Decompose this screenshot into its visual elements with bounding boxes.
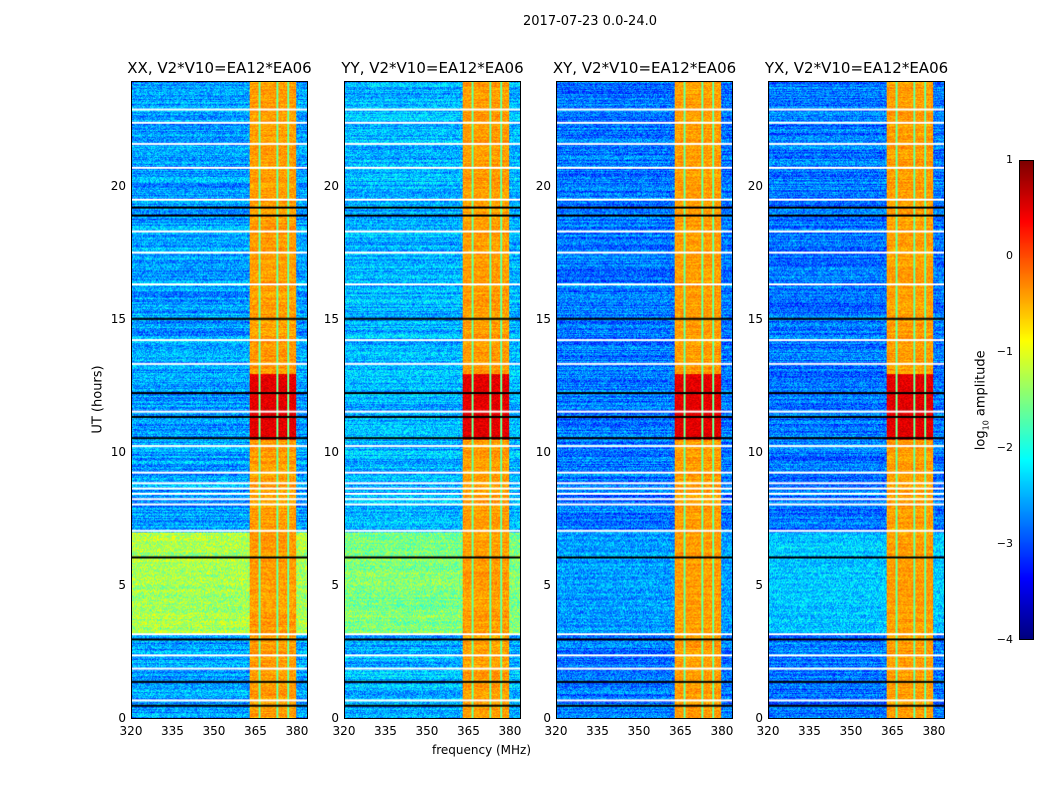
y-tick-label: 5 <box>118 578 126 593</box>
y-tick-label: 5 <box>543 578 551 593</box>
spectrogram-panel-0 <box>131 81 308 719</box>
x-tick-label: 320 <box>756 724 780 738</box>
colorbar-tick-label: −1 <box>996 345 1013 358</box>
x-tick-label: 380 <box>922 724 946 738</box>
spectrogram-heatmap <box>557 82 732 718</box>
figure-title: 2017-07-23 0.0-24.0 <box>523 14 657 29</box>
panel-title: YY, V2*V10=EA12*EA06 <box>341 59 524 77</box>
x-tick-label: 365 <box>669 724 692 738</box>
y-tick-label: 0 <box>118 711 126 725</box>
spectrogram-heatmap <box>769 82 944 718</box>
x-tick-label: 350 <box>415 724 439 738</box>
x-tick-label: 350 <box>839 724 863 738</box>
x-tick-label: 320 <box>544 724 568 738</box>
panel-title: YX, V2*V10=EA12*EA06 <box>764 59 949 77</box>
spectrogram-panel-3 <box>768 81 945 719</box>
y-tick-label: 20 <box>535 179 551 194</box>
x-tick-label: 365 <box>244 724 267 738</box>
y-tick-label: 15 <box>323 312 339 327</box>
x-tick-label: 335 <box>798 724 821 738</box>
x-tick-label: 350 <box>627 724 651 738</box>
x-axis-label: frequency (MHz) <box>432 743 532 757</box>
x-tick-label: 335 <box>374 724 397 738</box>
y-tick-label: 20 <box>747 179 763 194</box>
colorbar-tick-label: −2 <box>996 441 1013 454</box>
x-tick-label: 335 <box>586 724 609 738</box>
spectrogram-heatmap <box>132 82 307 718</box>
x-tick-label: 365 <box>881 724 904 738</box>
y-tick-label: 20 <box>110 179 126 194</box>
x-tick-label: 380 <box>498 724 522 738</box>
spectrogram-heatmap <box>345 82 520 718</box>
panel-title: XX, V2*V10=EA12*EA06 <box>127 59 312 77</box>
y-tick-label: 15 <box>747 312 763 327</box>
x-tick-label: 350 <box>202 724 226 738</box>
y-tick-label: 20 <box>323 179 339 194</box>
y-tick-label: 10 <box>535 445 551 460</box>
y-axis-label: UT (hours) <box>90 365 106 434</box>
x-tick-label: 335 <box>161 724 184 738</box>
x-tick-label: 320 <box>119 724 143 738</box>
colorbar-tick-label: 0 <box>1006 249 1013 262</box>
colorbar <box>1019 160 1034 640</box>
y-tick-label: 5 <box>331 578 339 593</box>
y-tick-label: 5 <box>755 578 763 593</box>
y-tick-label: 10 <box>323 445 339 460</box>
y-tick-label: 10 <box>747 445 763 460</box>
x-tick-label: 365 <box>457 724 480 738</box>
spectrogram-panel-1 <box>344 81 521 719</box>
y-tick-label: 15 <box>110 312 126 327</box>
spectrogram-panel-2 <box>556 81 733 719</box>
y-tick-label: 0 <box>755 711 763 725</box>
panel-title: XY, V2*V10=EA12*EA06 <box>552 59 737 77</box>
x-tick-label: 380 <box>285 724 309 738</box>
colorbar-tick-label: −4 <box>996 633 1013 646</box>
x-tick-label: 380 <box>710 724 734 738</box>
y-tick-label: 0 <box>543 711 551 725</box>
colorbar-tick-label: 1 <box>1006 153 1013 166</box>
colorbar-tick-label: −3 <box>996 537 1013 550</box>
y-tick-label: 0 <box>331 711 339 725</box>
x-tick-label: 320 <box>332 724 356 738</box>
y-tick-label: 10 <box>110 445 126 460</box>
y-tick-label: 15 <box>535 312 551 327</box>
